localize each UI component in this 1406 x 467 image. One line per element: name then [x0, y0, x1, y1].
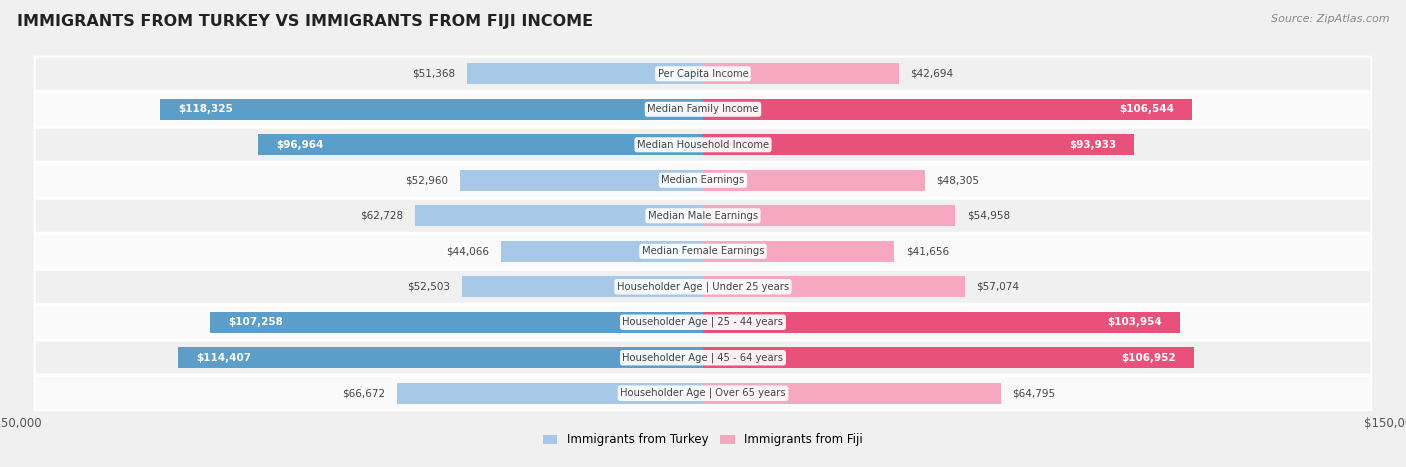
- Text: Householder Age | 25 - 44 years: Householder Age | 25 - 44 years: [623, 317, 783, 327]
- Bar: [703, 170, 925, 191]
- Text: $114,407: $114,407: [195, 353, 252, 363]
- Text: $41,656: $41,656: [905, 246, 949, 256]
- FancyBboxPatch shape: [35, 163, 1371, 197]
- Bar: [703, 383, 1001, 403]
- Text: Median Family Income: Median Family Income: [647, 104, 759, 114]
- Bar: [703, 64, 898, 84]
- Text: Median Female Earnings: Median Female Earnings: [641, 246, 765, 256]
- FancyBboxPatch shape: [35, 341, 1371, 375]
- Text: Median Earnings: Median Earnings: [661, 175, 745, 185]
- Bar: [257, 134, 703, 155]
- Bar: [460, 170, 703, 191]
- Bar: [703, 134, 1135, 155]
- Bar: [703, 241, 894, 262]
- Text: IMMIGRANTS FROM TURKEY VS IMMIGRANTS FROM FIJI INCOME: IMMIGRANTS FROM TURKEY VS IMMIGRANTS FRO…: [17, 14, 593, 29]
- Bar: [177, 347, 703, 368]
- Text: $93,933: $93,933: [1069, 140, 1116, 150]
- Text: $52,960: $52,960: [405, 175, 449, 185]
- Text: $96,964: $96,964: [276, 140, 323, 150]
- Bar: [703, 205, 956, 226]
- Text: $106,952: $106,952: [1121, 353, 1175, 363]
- Text: Householder Age | Over 65 years: Householder Age | Over 65 years: [620, 388, 786, 398]
- Text: $106,544: $106,544: [1119, 104, 1174, 114]
- Text: $64,795: $64,795: [1012, 388, 1056, 398]
- Text: $118,325: $118,325: [179, 104, 232, 114]
- FancyBboxPatch shape: [35, 234, 1371, 268]
- Bar: [703, 312, 1181, 333]
- Text: Source: ZipAtlas.com: Source: ZipAtlas.com: [1271, 14, 1389, 24]
- Text: $44,066: $44,066: [446, 246, 489, 256]
- Text: Householder Age | 45 - 64 years: Householder Age | 45 - 64 years: [623, 353, 783, 363]
- Text: $66,672: $66,672: [342, 388, 385, 398]
- Bar: [415, 205, 703, 226]
- FancyBboxPatch shape: [35, 270, 1371, 304]
- Text: $48,305: $48,305: [936, 175, 980, 185]
- FancyBboxPatch shape: [35, 376, 1371, 410]
- FancyBboxPatch shape: [35, 199, 1371, 233]
- Bar: [467, 64, 703, 84]
- Bar: [703, 99, 1192, 120]
- FancyBboxPatch shape: [35, 57, 1371, 91]
- FancyBboxPatch shape: [35, 305, 1371, 339]
- FancyBboxPatch shape: [35, 128, 1371, 162]
- Text: $42,694: $42,694: [911, 69, 953, 79]
- Legend: Immigrants from Turkey, Immigrants from Fiji: Immigrants from Turkey, Immigrants from …: [538, 429, 868, 451]
- Bar: [703, 276, 965, 297]
- Text: $107,258: $107,258: [229, 317, 284, 327]
- Bar: [159, 99, 703, 120]
- Text: $51,368: $51,368: [412, 69, 456, 79]
- Text: $52,503: $52,503: [408, 282, 450, 292]
- Text: $62,728: $62,728: [360, 211, 404, 221]
- Bar: [396, 383, 703, 403]
- Text: $103,954: $103,954: [1108, 317, 1163, 327]
- FancyBboxPatch shape: [35, 92, 1371, 126]
- Bar: [703, 347, 1194, 368]
- Text: $57,074: $57,074: [977, 282, 1019, 292]
- Bar: [501, 241, 703, 262]
- Text: Householder Age | Under 25 years: Householder Age | Under 25 years: [617, 282, 789, 292]
- Text: Per Capita Income: Per Capita Income: [658, 69, 748, 79]
- Bar: [461, 276, 703, 297]
- Text: $54,958: $54,958: [967, 211, 1010, 221]
- Bar: [211, 312, 703, 333]
- Text: Median Male Earnings: Median Male Earnings: [648, 211, 758, 221]
- Text: Median Household Income: Median Household Income: [637, 140, 769, 150]
